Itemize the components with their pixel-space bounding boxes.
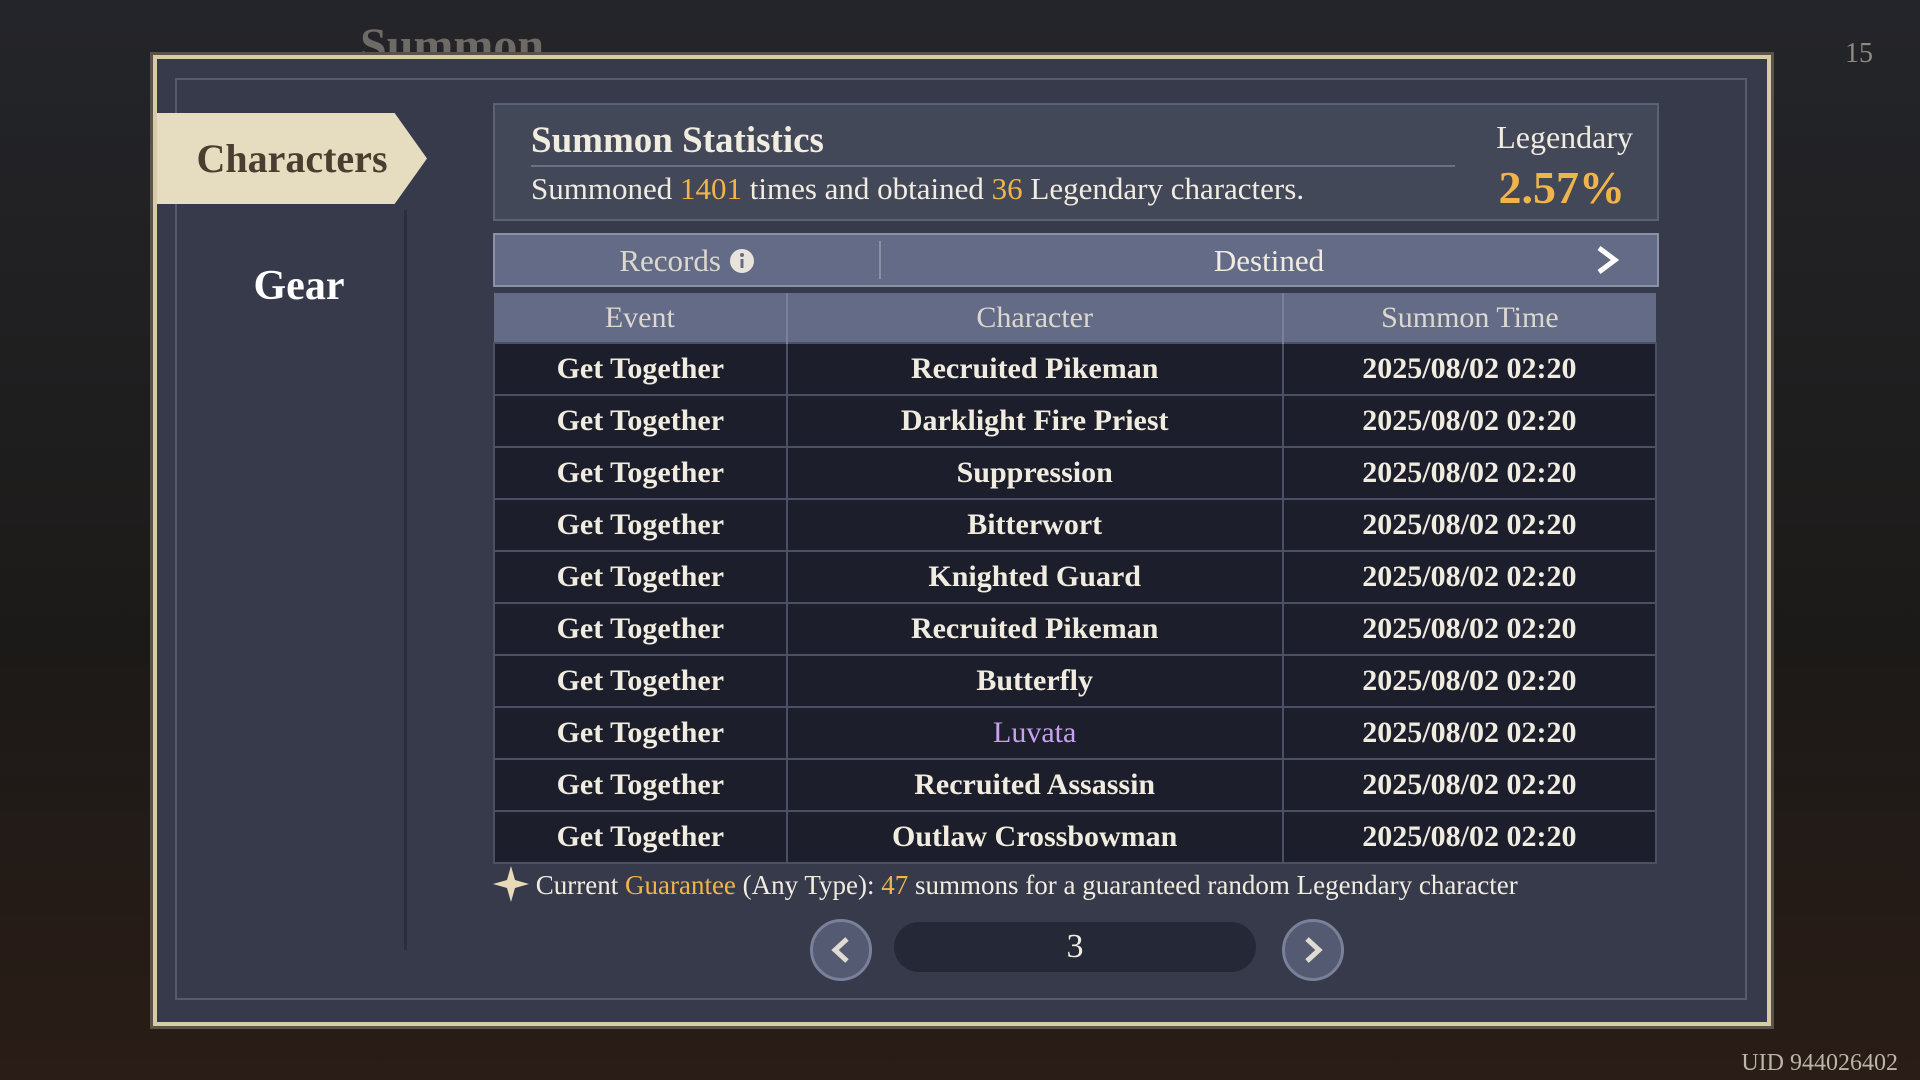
records-label: Records (619, 243, 721, 278)
guarantee-note: Current Guarantee (Any Type): 47 summons… (493, 866, 1518, 902)
cell: 2025/08/02 02:20 (1281, 602, 1658, 656)
cell: Get Together (493, 550, 788, 604)
cell: Get Together (493, 394, 788, 448)
chevron (1305, 937, 1323, 963)
cell: 2025/08/02 02:20 (1281, 758, 1658, 812)
record-row: Get Together Recruited Pikeman 2025/08/02 … (493, 342, 1658, 396)
text: Legendary characters. (1030, 171, 1305, 206)
next-banner-icon[interactable] (1595, 245, 1619, 275)
modal-frame (175, 78, 1747, 1000)
cell: Knighted Guard (785, 550, 1284, 604)
record-row: Get Together Butterfly 2025/08/02 02:20 (493, 654, 1658, 708)
cell: Recruited Assassin (785, 758, 1284, 812)
text: Current (535, 870, 619, 900)
cell: Recruited Pikeman (785, 602, 1284, 656)
cell: Outlaw Crossbowman (785, 810, 1284, 864)
record-row: Get Together Recruited Assassin 2025/08/02… (493, 758, 1658, 812)
legendary-count: 36 (991, 171, 1023, 206)
cell: 2025/08/02 02:20 (1281, 706, 1658, 760)
tab-characters[interactable]: Characters (157, 113, 427, 204)
cell: Get Together (493, 758, 788, 812)
stats-title: Summon Statistics (531, 120, 824, 161)
guarantee-count: 47 (881, 870, 909, 900)
records-table: Event Character Summon Time Get Together Rec… (493, 293, 1658, 864)
page-number: 3 (894, 922, 1256, 972)
column-header: Event (494, 293, 788, 343)
cell: Get Together (493, 602, 788, 656)
cell: 2025/08/02 02:20 (1281, 550, 1658, 604)
cell: Luvata (785, 706, 1284, 760)
cell: Get Together (493, 446, 788, 500)
info-icon[interactable] (729, 248, 755, 274)
chevron (831, 937, 849, 963)
cell: Get Together (493, 342, 788, 396)
stats-panel: Summon Statistics Summoned 1401 times an… (493, 103, 1659, 221)
text: (Any Type): (742, 870, 875, 900)
text: summons for a guaranteed random Legendar… (915, 870, 1518, 900)
cell: 2025/08/02 02:20 (1281, 810, 1658, 864)
next-page[interactable] (1282, 919, 1344, 981)
cell: 2025/08/02 02:20 (1281, 654, 1658, 708)
record-row: Get Together Suppression 2025/08/02 02:20 (493, 446, 1658, 500)
filter-bar: Records Destined (493, 233, 1659, 287)
prev-page[interactable] (810, 919, 872, 981)
cell: Get Together (493, 706, 788, 760)
cell: 2025/08/02 02:20 (1281, 342, 1658, 396)
cell: Darklight Fire Priest (785, 394, 1284, 448)
currency-counter: 15 (1845, 38, 1873, 69)
record-row: Get Together Bitterwort 2025/08/02 02:20 (493, 498, 1658, 552)
text: times and obtained (749, 171, 984, 206)
record-row: Get Together Knighted Guard 2025/08/02 02:… (493, 550, 1658, 604)
record-row: Get Together Luvata 2025/08/02 02:20 (493, 706, 1658, 760)
sidebar-divider (404, 210, 407, 950)
stats-rule (531, 165, 1455, 167)
text: Summoned (531, 171, 673, 206)
cell: Recruited Pikeman (785, 342, 1284, 396)
stats-summary: Summoned 1401 times and obtained 36 Lege… (531, 171, 1304, 207)
cell: Get Together (493, 654, 788, 708)
guarantee-highlight: Guarantee (624, 870, 736, 900)
records-button[interactable]: Records (495, 243, 879, 279)
cell: Get Together (493, 810, 788, 864)
total-count: 1401 (679, 171, 742, 206)
rate: 2.57% (1498, 162, 1626, 213)
header-row: Event Character Summon Time (494, 293, 1656, 343)
cell: Butterfly (785, 654, 1284, 708)
cell: 2025/08/02 02:20 (1281, 498, 1658, 552)
cell: Get Together (493, 498, 788, 552)
star-icon (493, 866, 529, 902)
uid: UID 944026402 (1741, 1050, 1898, 1076)
separator (879, 241, 881, 279)
cell: Bitterwort (785, 498, 1284, 552)
record-row: Get Together Outlaw Crossbowman 2025/08/02… (493, 810, 1658, 864)
cell: Suppression (785, 446, 1284, 500)
tab-gear[interactable]: Gear (253, 263, 345, 309)
banner-select[interactable]: Destined (1213, 243, 1325, 278)
record-row: Get Together Darklight Fire Priest 2025/08… (493, 394, 1658, 448)
rate-label: Legendary (1496, 119, 1633, 155)
cell: 2025/08/02 02:20 (1281, 394, 1658, 448)
record-row: Get Together Recruited Pikeman 2025/08/02 … (493, 602, 1658, 656)
column-header: Character (786, 293, 1284, 343)
column-header: Summon Time (1282, 293, 1656, 343)
cell: 2025/08/02 02:20 (1281, 446, 1658, 500)
